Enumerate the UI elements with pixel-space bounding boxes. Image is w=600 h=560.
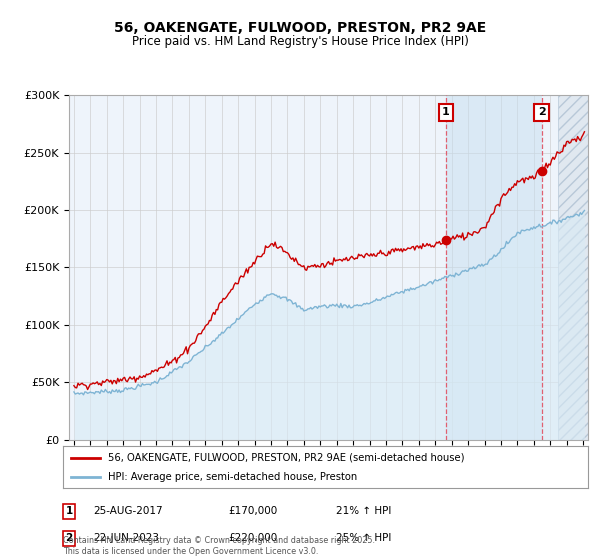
Text: 1: 1 [65, 506, 73, 516]
Text: 2: 2 [538, 108, 545, 118]
Text: 56, OAKENGATE, FULWOOD, PRESTON, PR2 9AE: 56, OAKENGATE, FULWOOD, PRESTON, PR2 9AE [114, 21, 486, 35]
Text: 25% ↑ HPI: 25% ↑ HPI [336, 533, 391, 543]
Text: £170,000: £170,000 [228, 506, 277, 516]
Text: Price paid vs. HM Land Registry's House Price Index (HPI): Price paid vs. HM Land Registry's House … [131, 35, 469, 48]
Text: 2: 2 [65, 533, 73, 543]
Text: 22-JUN-2023: 22-JUN-2023 [93, 533, 159, 543]
Text: HPI: Average price, semi-detached house, Preston: HPI: Average price, semi-detached house,… [107, 472, 357, 482]
Text: 1: 1 [442, 108, 450, 118]
Text: Contains HM Land Registry data © Crown copyright and database right 2025.
This d: Contains HM Land Registry data © Crown c… [63, 536, 375, 556]
Text: £220,000: £220,000 [228, 533, 277, 543]
Text: 25-AUG-2017: 25-AUG-2017 [93, 506, 163, 516]
Bar [559, 95, 593, 440]
Text: 21% ↑ HPI: 21% ↑ HPI [336, 506, 391, 516]
Text: 56, OAKENGATE, FULWOOD, PRESTON, PR2 9AE (semi-detached house): 56, OAKENGATE, FULWOOD, PRESTON, PR2 9AE… [107, 452, 464, 463]
Bar [446, 95, 542, 440]
